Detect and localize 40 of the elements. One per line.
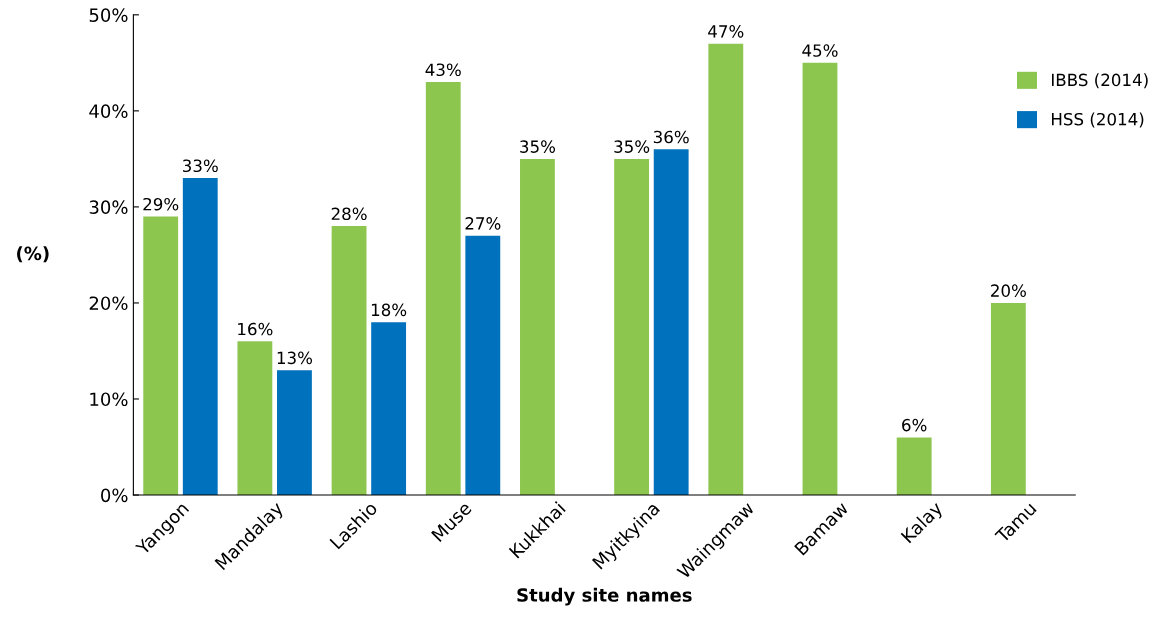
data-label: 18%	[371, 303, 407, 317]
bar	[708, 43, 744, 496]
bar	[237, 341, 273, 496]
y-tick-label: 10%	[90, 392, 128, 407]
data-label: 16%	[238, 322, 273, 336]
y-tick-label: 0%	[101, 488, 128, 503]
data-label: 13%	[277, 351, 313, 365]
data-label: 6%	[902, 418, 927, 432]
y-tick-label: 20%	[89, 296, 128, 311]
bar	[653, 149, 689, 496]
data-label: 35%	[520, 140, 556, 153]
bar	[182, 178, 218, 496]
bar	[614, 158, 650, 496]
y-tick-label: 30%	[89, 200, 128, 215]
bar	[143, 216, 179, 496]
legend-label: HSS (2014)	[1051, 112, 1144, 128]
y-axis-title: (%)	[17, 246, 49, 263]
y-tick-label: 40%	[89, 104, 128, 118]
legend-label: IBBS (2014)	[1051, 73, 1148, 89]
data-label: 45%	[802, 44, 838, 57]
data-label: 36%	[653, 130, 689, 144]
data-label: 20%	[991, 284, 1026, 297]
bar	[896, 437, 932, 496]
bar	[371, 322, 407, 496]
data-label: 28%	[331, 207, 367, 221]
data-label: 27%	[465, 217, 501, 230]
bar	[520, 158, 555, 496]
data-label: 47%	[708, 25, 744, 38]
bar	[331, 226, 367, 496]
data-label: 29%	[143, 197, 179, 211]
data-label: 35%	[614, 140, 650, 153]
data-label: 33%	[183, 159, 218, 173]
y-tick-label: 50%	[89, 8, 128, 22]
bar	[277, 370, 312, 496]
bar	[802, 62, 838, 496]
bar	[425, 82, 461, 496]
x-axis-title: Study site names	[517, 587, 692, 606]
bar	[465, 235, 501, 496]
data-label: 43%	[425, 63, 461, 77]
bar	[990, 302, 1026, 496]
